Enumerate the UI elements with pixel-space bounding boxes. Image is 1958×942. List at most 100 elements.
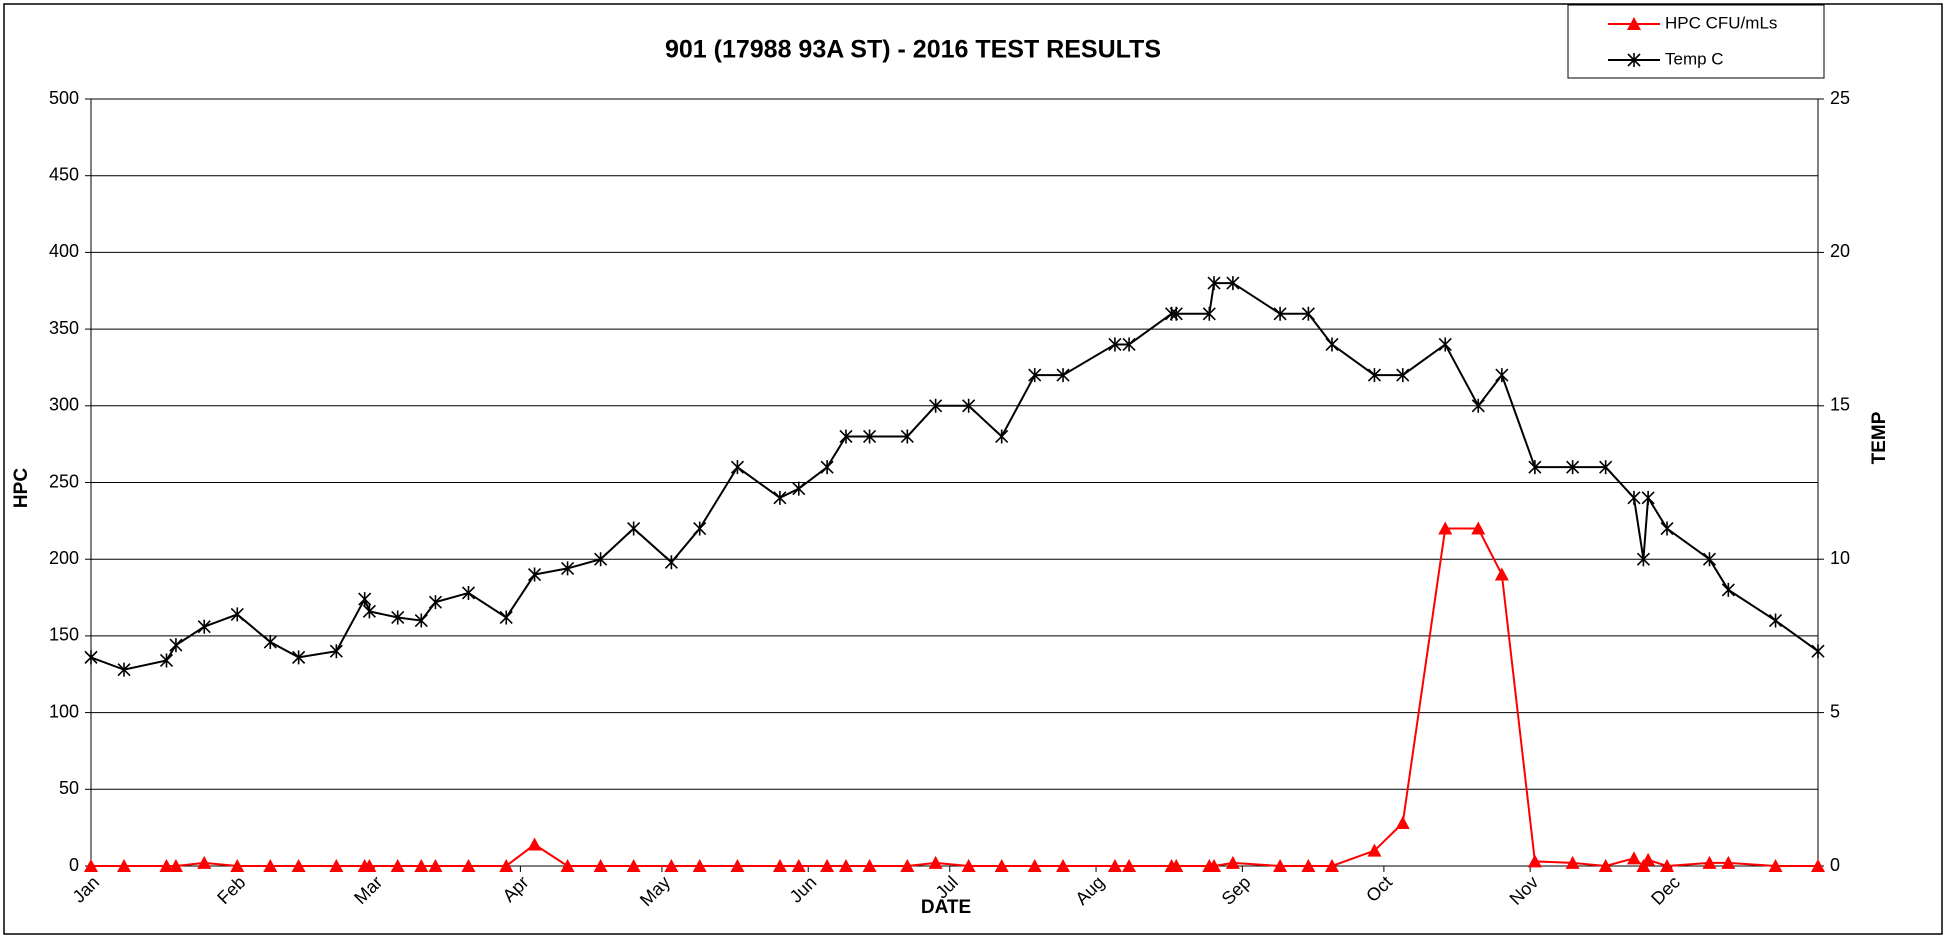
marker [1324,859,1339,872]
y-tick-label: 250 [49,471,79,491]
marker [1028,368,1042,383]
marker [929,398,943,413]
marker [358,592,372,607]
marker [1811,644,1825,659]
marker [693,521,707,536]
marker [84,859,98,872]
marker [900,859,915,872]
y-tick-label: 0 [69,855,79,875]
marker [863,429,877,444]
marker [994,859,1009,872]
x-axis-label: DATE [921,897,971,918]
marker [1768,613,1783,628]
marker [362,604,376,619]
x-tick-label: Aug [1071,872,1108,909]
marker [1027,859,1042,872]
marker [362,859,377,872]
marker [1438,337,1452,352]
y-tick-label: 150 [49,625,79,645]
marker [820,460,834,475]
marker [1301,306,1315,321]
marker [995,429,1009,444]
x-tick-label: Nov [1506,872,1543,909]
marker [84,650,98,665]
marker [1207,276,1221,291]
marker [329,644,343,659]
marker [292,650,306,665]
marker [1325,337,1339,352]
marker [1471,521,1486,535]
marker [1273,859,1288,872]
marker [1598,859,1613,872]
marker [772,859,787,872]
marker [1169,859,1184,872]
marker [730,859,745,872]
marker [1108,337,1122,352]
marker [1056,368,1070,383]
marker [159,859,174,872]
marker [1527,854,1542,868]
x-tick-label: Dec [1647,872,1684,909]
legend-box [1567,4,1825,79]
marker [414,859,429,872]
series-line [91,527,1818,868]
marker [730,460,745,475]
marker [1056,859,1071,872]
marker [499,859,514,872]
marker [961,859,976,872]
marker [900,429,914,444]
marker [1396,368,1410,383]
marker [792,481,806,496]
y2-tick-label: 5 [1830,701,1840,721]
marker [414,613,428,628]
marker [1599,460,1613,475]
chart-border [3,3,1943,935]
marker [1566,460,1580,475]
marker [561,561,575,576]
x-tick-label: Apr [499,872,533,906]
series-line [90,282,1819,671]
marker [594,552,608,567]
marker [593,859,608,872]
y-tick-label: 400 [49,241,79,261]
marker [1702,855,1717,869]
marker [1641,490,1655,505]
marker [838,859,853,872]
marker [791,859,806,872]
y2-tick-label: 15 [1830,395,1850,415]
y-tick-label: 50 [59,778,79,798]
marker [1169,306,1183,321]
marker [428,595,443,610]
marker [664,859,679,872]
marker [391,610,405,625]
marker [461,585,476,600]
marker [1226,276,1240,291]
marker [428,859,443,872]
chart-title: 901 (17988 93A ST) - 2016 TEST RESULTS [665,36,1161,64]
marker [1495,368,1509,383]
marker [1225,855,1240,869]
marker [117,662,131,677]
marker [1811,859,1825,872]
y-tick-label: 350 [49,318,79,338]
marker [1702,552,1717,567]
marker [390,859,405,872]
x-tick-label: Jan [69,872,104,907]
marker [1641,852,1656,866]
marker [1768,859,1783,872]
marker [1528,460,1542,475]
marker [1627,490,1641,505]
marker [692,859,707,872]
marker [263,635,277,650]
marker [1636,552,1650,567]
marker [527,837,542,851]
marker [560,859,575,872]
marker [1207,859,1222,872]
marker [664,555,678,570]
y2-tick-label: 20 [1830,241,1850,261]
marker [1438,521,1453,535]
legend-label: HPC CFU/mLs [1665,13,1777,32]
marker [117,859,132,872]
marker [291,859,306,872]
